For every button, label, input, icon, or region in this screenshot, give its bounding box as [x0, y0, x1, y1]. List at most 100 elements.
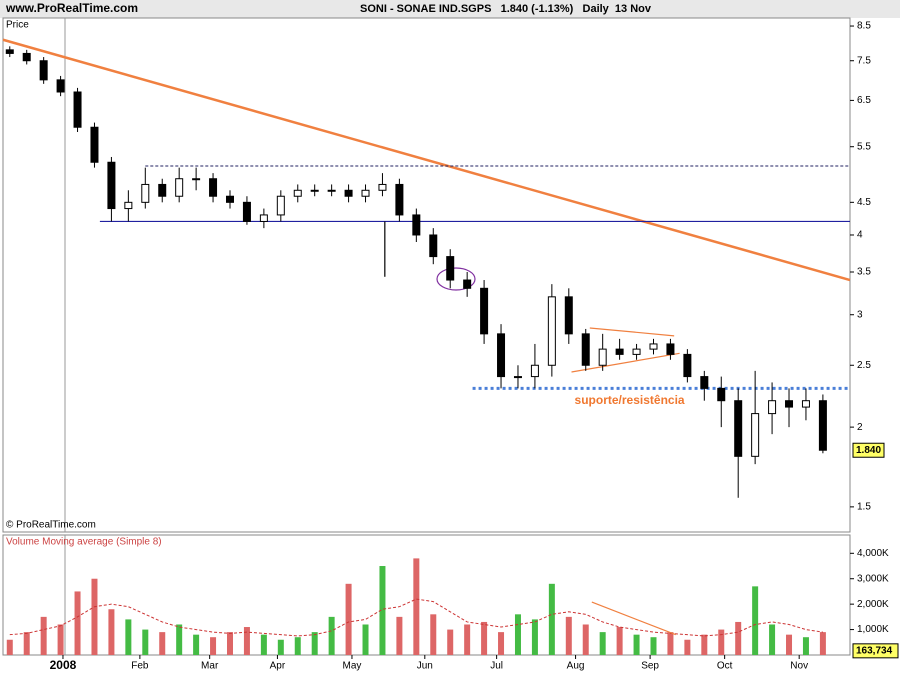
- candle-body: [327, 189, 336, 192]
- volume-bar: [531, 619, 538, 655]
- candle-body: [90, 126, 99, 163]
- candle-body: [175, 178, 184, 197]
- candle-body: [5, 49, 14, 54]
- candle-body: [259, 214, 268, 222]
- candle-body: [361, 189, 370, 197]
- candle-body: [378, 183, 387, 191]
- trend-line: [571, 352, 680, 373]
- candle-body: [530, 364, 539, 378]
- volume-bar: [582, 624, 589, 655]
- y-tick-label: 6.5: [857, 95, 871, 106]
- candle-body: [73, 91, 82, 128]
- volume-bar: [413, 558, 420, 655]
- y-tick-label: 4.5: [857, 197, 871, 208]
- trend-line: [2, 38, 851, 282]
- candle-body: [395, 183, 404, 216]
- volume-bar: [481, 621, 488, 655]
- volume-bar: [752, 586, 759, 655]
- y-tick-label: 5.5: [857, 141, 871, 152]
- x-tick-label: Aug: [567, 661, 585, 672]
- volume-bar: [718, 629, 725, 655]
- volume-bar: [599, 632, 606, 655]
- volume-bar: [277, 639, 284, 655]
- volume-bar: [176, 624, 183, 655]
- volume-bar: [565, 616, 572, 655]
- price-title: Price: [6, 20, 29, 31]
- x-tick-label: May: [343, 661, 362, 672]
- volume-bar: [735, 621, 742, 655]
- candle-body: [310, 189, 319, 192]
- candle-body: [649, 343, 658, 350]
- header-bar: [0, 0, 900, 18]
- candle-body: [446, 256, 455, 281]
- volume-bar: [819, 632, 826, 655]
- volume-bar: [498, 632, 505, 655]
- candle-body: [785, 400, 794, 408]
- last-price-box: [852, 442, 885, 458]
- candle-body: [463, 279, 472, 289]
- volume-bar: [243, 627, 250, 655]
- volume-bar: [6, 639, 13, 655]
- candle-body: [107, 161, 116, 210]
- candle-body: [615, 348, 624, 355]
- volume-bar: [548, 583, 555, 655]
- volume-bar: [226, 632, 233, 655]
- y-tick-label: 8.5: [857, 21, 871, 32]
- volume-bar: [91, 578, 98, 655]
- x-tick-label: Feb: [131, 661, 149, 672]
- candle-body: [141, 183, 150, 203]
- trend-line: [591, 601, 677, 636]
- y-tick-label: 7.5: [857, 55, 871, 66]
- y-tick-label: 3.5: [857, 267, 871, 278]
- volume-bar: [684, 639, 691, 655]
- last-volume-box: [852, 643, 899, 659]
- candle-body: [209, 178, 218, 197]
- candle-body: [801, 400, 810, 408]
- x-tick-label: Mar: [201, 661, 219, 672]
- y-tick-label: 3,000K: [857, 573, 889, 584]
- volume-bar: [23, 632, 30, 655]
- volume-bar: [260, 634, 267, 655]
- y-tick-label: 4,000K: [857, 548, 889, 559]
- candle-body: [158, 183, 167, 197]
- x-tick-label: Jun: [417, 661, 433, 672]
- candle-body: [22, 52, 31, 62]
- candle-body: [124, 201, 133, 210]
- candle-body: [818, 400, 827, 451]
- candle-body: [598, 348, 607, 366]
- candle-body: [581, 333, 590, 366]
- candle-body: [683, 353, 692, 378]
- volume-bar: [108, 609, 115, 655]
- volume-bar: [667, 632, 674, 655]
- candle-body: [276, 195, 285, 216]
- volume-bar: [802, 637, 809, 655]
- volume-bar: [786, 634, 793, 655]
- volume-bar: [57, 624, 64, 655]
- volume-bar: [616, 627, 623, 655]
- volume-bar: [430, 614, 437, 655]
- candle-body: [412, 214, 421, 236]
- candle-body: [242, 201, 251, 222]
- volume-bar: [193, 634, 200, 655]
- y-tick-label: 2: [857, 422, 863, 433]
- candle-body: [39, 60, 48, 81]
- candle-body: [564, 296, 573, 335]
- x-tick-label: Oct: [717, 661, 733, 672]
- candle-body: [513, 376, 522, 379]
- volume-title: Volume Moving average (Simple 8): [6, 537, 162, 548]
- volume-bar: [464, 624, 471, 655]
- candle-body: [429, 234, 438, 258]
- volume-bar: [650, 637, 657, 655]
- candle-body: [734, 400, 743, 457]
- y-tick-label: 4: [857, 230, 863, 241]
- volume-bar: [396, 616, 403, 655]
- candle-body: [751, 413, 760, 457]
- candle-body: [225, 195, 234, 203]
- annotation: suporte/resistência: [575, 393, 685, 407]
- volume-bar: [210, 637, 217, 655]
- volume-bar: [40, 616, 47, 655]
- candle-body: [768, 400, 777, 415]
- price-panel: [2, 17, 851, 533]
- y-tick-label: 3: [857, 309, 863, 320]
